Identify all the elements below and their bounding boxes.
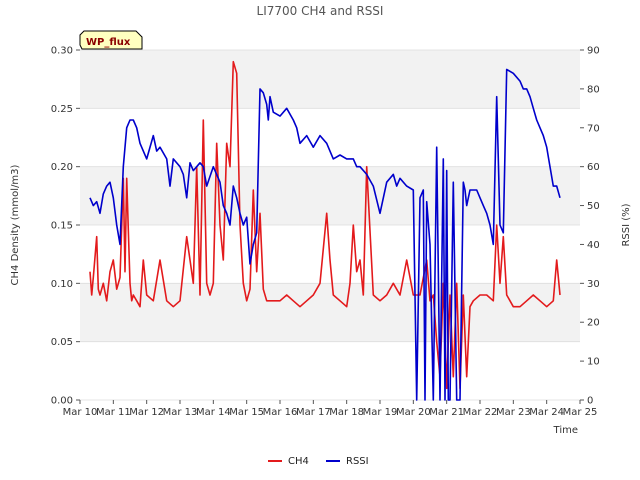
y-left-tick-label: 0.10 <box>51 279 73 290</box>
x-axis-title: Time <box>553 425 578 436</box>
x-tick-label: Mar 18 <box>329 407 364 418</box>
x-tick-label: Mar 12 <box>129 407 164 418</box>
y-left-tick-label: 0.20 <box>51 162 73 173</box>
legend-ch4-label: CH4 <box>288 456 309 467</box>
series-line-ch4 <box>89 60 561 390</box>
plot-band <box>80 283 580 342</box>
series-line-rssi <box>89 68 561 401</box>
x-tick-label: Mar 15 <box>229 407 264 418</box>
badge: WP_flux <box>79 30 143 50</box>
x-tick-label: Mar 14 <box>196 407 231 418</box>
badge-label: WP_flux <box>86 37 131 48</box>
x-tick-label: Mar 23 <box>496 407 531 418</box>
x-tick-label: Mar 25 <box>563 407 598 418</box>
y-right-tick-label: 70 <box>587 123 600 134</box>
y-left-tick-label: 0.05 <box>51 337 73 348</box>
y-right-tick-label: 40 <box>587 240 600 251</box>
y-right-tick-label: 0 <box>587 396 593 407</box>
y-left-axis-title: CH4 Density (mmol/m3) <box>10 164 21 285</box>
plot-band <box>80 50 580 109</box>
y-right-axis-title: RSSI (%) <box>621 203 632 246</box>
axes: 0.00 0.05 0.10 0.15 0.20 0.25 0.30 0 10 20 30 40 50 6… <box>51 46 600 419</box>
y-left-tick-label: 0.00 <box>51 396 73 407</box>
series-layer <box>89 60 561 401</box>
y-right-tick-label: 90 <box>587 46 600 57</box>
plot-band <box>80 166 580 225</box>
y-right-tick-label: 30 <box>587 279 600 290</box>
x-tick-label: Mar 16 <box>263 407 298 418</box>
x-tick-label: Mar 10 <box>63 407 98 418</box>
plot-bands <box>80 50 580 342</box>
x-tick-label: Mar 19 <box>363 407 398 418</box>
legend: CH4 RSSI <box>268 456 369 467</box>
legend-rssi-label: RSSI <box>346 456 369 467</box>
chart-title: LI7700 CH4 and RSSI <box>257 4 384 18</box>
y-right-tick-label: 10 <box>587 357 600 368</box>
x-tick-label: Mar 11 <box>96 407 131 418</box>
x-tick-label: Mar 24 <box>529 407 564 418</box>
badge-box <box>79 30 143 50</box>
y-right-tick-label: 60 <box>587 162 600 173</box>
x-tick-label: Mar 20 <box>396 407 431 418</box>
x-tick-label: Mar 13 <box>163 407 198 418</box>
x-tick-label: Mar 22 <box>463 407 498 418</box>
y-right-tick-label: 80 <box>587 84 600 95</box>
y-left-tick-label: 0.25 <box>51 104 73 115</box>
x-tick-label: Mar 17 <box>296 407 331 418</box>
y-right-tick-label: 50 <box>587 201 600 212</box>
y-left-tick-label: 0.15 <box>51 221 73 232</box>
x-tick-label: Mar 21 <box>429 407 464 418</box>
y-right-tick-label: 20 <box>587 318 600 329</box>
y-left-tick-label: 0.30 <box>51 46 73 57</box>
